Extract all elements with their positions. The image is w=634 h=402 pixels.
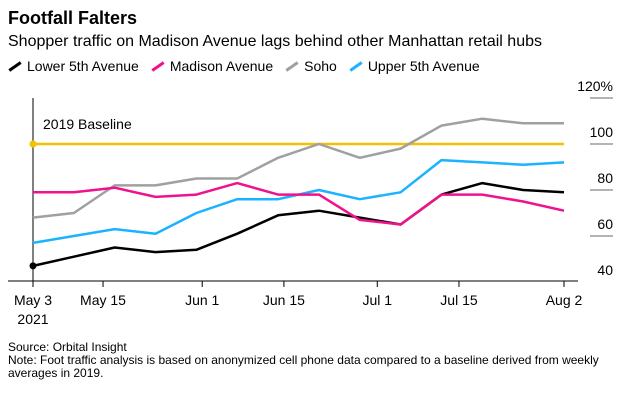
- x-tick-label: May 15: [80, 292, 126, 308]
- x-tick-sublabel: 2021: [17, 311, 48, 327]
- series-line-soho: [32, 117, 564, 219]
- series-line-upper-5th-avenue: [32, 158, 565, 245]
- legend: Lower 5th Avenue Madison Avenue Soho Upp…: [8, 58, 480, 74]
- chart-subtitle: Shopper traffic on Madison Avenue lags b…: [8, 33, 542, 50]
- y-tick-label: 80: [597, 170, 613, 186]
- x-tick-label: Jun 1: [185, 292, 219, 308]
- y-tick-label: 100: [590, 124, 614, 140]
- legend-label: Lower 5th Avenue: [27, 58, 139, 74]
- footnotes: Source: Orbital Insight Note: Foot traff…: [8, 341, 628, 380]
- source-text: Source: Orbital Insight: [8, 340, 127, 354]
- baseline-marker: [29, 140, 37, 148]
- chart-title: Footfall Falters: [8, 8, 138, 28]
- legend-label: Soho: [304, 58, 337, 74]
- series-line-lower-5th-avenue: [32, 181, 565, 268]
- legend-item-soho: Soho: [285, 58, 337, 74]
- legend-item-lower-5th: Lower 5th Avenue: [8, 58, 139, 74]
- y-tick-label: 120%: [577, 78, 613, 94]
- x-tick-label: Jul 15: [440, 292, 478, 308]
- legend-label: Madison Avenue: [169, 58, 274, 74]
- series-start-marker: [29, 262, 37, 270]
- y-tick-label: 40: [597, 262, 613, 278]
- series-line-madison-avenue: [33, 181, 565, 226]
- baseline-label: 2019 Baseline: [43, 116, 132, 132]
- x-tick-label: Jul 1: [362, 292, 392, 308]
- x-tick-label: Jun 15: [263, 292, 305, 308]
- legend-item-madison: Madison Avenue: [151, 58, 273, 74]
- x-tick-label: Aug 2: [546, 292, 583, 308]
- legend-label: Upper 5th Avenue: [367, 58, 480, 74]
- note-text: Note: Foot traffic analysis is based on …: [8, 353, 599, 380]
- legend-item-upper-5th: Upper 5th Avenue: [349, 58, 480, 74]
- x-tick-label: May 3: [14, 292, 52, 308]
- y-tick-label: 60: [597, 216, 613, 232]
